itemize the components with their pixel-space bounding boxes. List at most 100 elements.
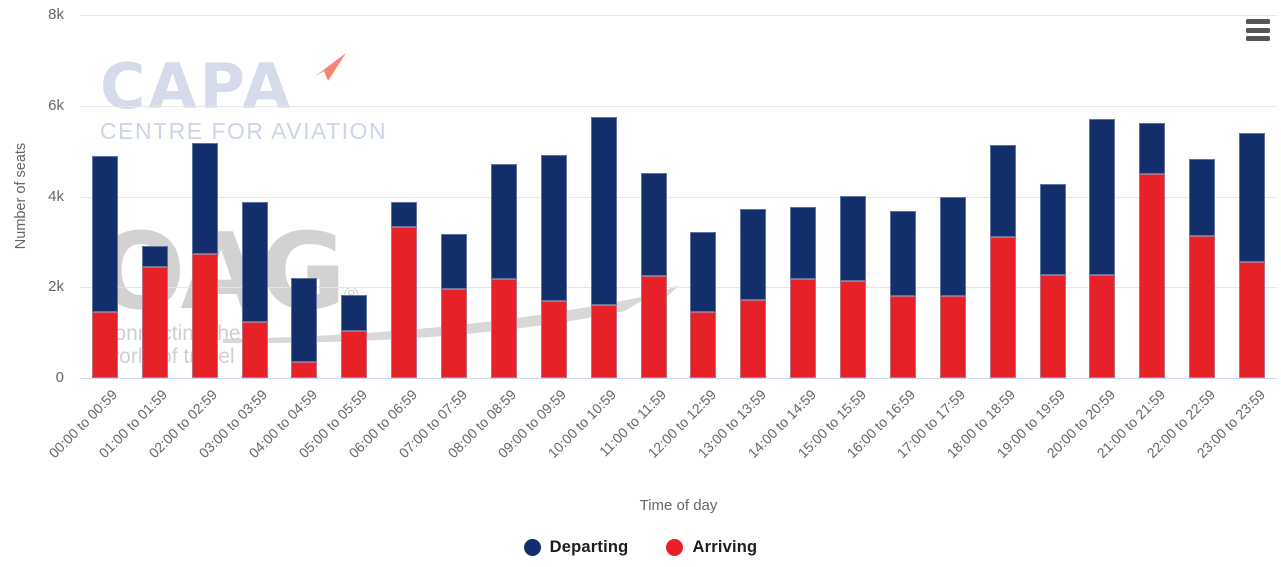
bar-00:00 to 00:59 [91,156,118,378]
bar-segment-departing[interactable] [1189,158,1216,236]
bar-segment-arriving[interactable] [1189,235,1216,378]
y-tick-label: 0 [55,369,64,386]
bar-19:00 to 19:59 [1039,184,1066,378]
y-tick-label: 2k [48,278,64,296]
bar-segment-arriving[interactable] [341,331,368,378]
bar-segment-departing[interactable] [1139,123,1166,174]
bar-segment-arriving[interactable] [441,288,468,378]
bar-segment-departing[interactable] [441,233,468,289]
y-gridline [80,15,1277,16]
bar-segment-departing[interactable] [989,145,1016,238]
hamburger-menu-icon[interactable] [1246,19,1272,41]
bar-15:00 to 15:59 [840,195,867,378]
bar-segment-departing[interactable] [1089,119,1116,275]
bar-14:00 to 14:59 [790,206,817,378]
bar-segment-departing[interactable] [490,163,517,280]
bar-segment-arriving[interactable] [690,312,717,378]
bar-segment-arriving[interactable] [1139,173,1166,378]
legend: Departing Arriving [0,538,1281,557]
legend-label-departing: Departing [549,538,629,556]
bar-segment-arriving[interactable] [1089,274,1116,378]
bar-segment-arriving[interactable] [540,301,567,378]
y-tick-label: 8k [48,6,64,23]
bar-04:00 to 04:59 [291,277,318,378]
bar-segment-arriving[interactable] [790,279,817,378]
bar-segment-arriving[interactable] [590,305,617,378]
bar-segment-arriving[interactable] [391,226,418,378]
bar-segment-arriving[interactable] [91,312,118,378]
bar-segment-arriving[interactable] [291,362,318,378]
bar-09:00 to 09:59 [540,154,567,378]
y-gridline [80,287,1277,289]
hamburger-bar [1246,19,1270,24]
bar-segment-departing[interactable] [640,172,667,277]
bar-segment-arriving[interactable] [740,299,767,378]
capa-arrow-icon [314,53,346,81]
bar-segment-arriving[interactable] [241,322,268,378]
bar-06:00 to 06:59 [391,201,418,378]
bar-16:00 to 16:59 [889,211,916,378]
bar-02:00 to 02:59 [191,143,218,378]
capa-watermark: CAPA CENTRE FOR AVIATION [100,50,388,145]
x-axis-line [80,378,1277,379]
bar-segment-departing[interactable] [939,196,966,297]
bar-05:00 to 05:59 [341,294,368,378]
plot-area [80,15,1277,379]
bar-23:00 to 23:59 [1239,132,1266,378]
bar-segment-arriving[interactable] [640,276,667,378]
bar-segment-arriving[interactable] [939,296,966,378]
bar-segment-departing[interactable] [391,201,418,227]
bar-segment-arriving[interactable] [989,237,1016,378]
bar-21:00 to 21:59 [1139,123,1166,378]
bar-segment-departing[interactable] [590,117,617,306]
y-gridline [80,105,1277,107]
legend-item-arriving[interactable]: Arriving [666,538,757,557]
arriving-legend-marker-icon [666,539,684,556]
bar-13:00 to 13:59 [740,208,767,378]
bar-01:00 to 01:59 [141,246,168,378]
hamburger-bar [1246,27,1270,33]
departing-legend-marker-icon [523,539,541,556]
hamburger-bar [1246,36,1270,41]
bar-segment-departing[interactable] [840,195,867,282]
legend-label-arriving: Arriving [692,538,758,556]
bar-segment-departing[interactable] [341,294,368,332]
bar-segment-departing[interactable] [540,154,567,302]
bar-18:00 to 18:59 [989,145,1016,378]
capa-logo-subtitle: CENTRE FOR AVIATION [100,118,388,144]
bar-segment-arriving[interactable] [191,254,218,378]
bar-10:00 to 10:59 [590,117,617,378]
bar-segment-arriving[interactable] [141,266,168,378]
bar-segment-arriving[interactable] [490,279,517,378]
bar-segment-arriving[interactable] [1039,275,1066,378]
bar-segment-departing[interactable] [291,277,318,363]
y-tick-label: 4k [48,187,64,205]
bar-segment-departing[interactable] [790,206,817,280]
bar-segment-departing[interactable] [141,246,168,267]
bar-20:00 to 20:59 [1089,119,1116,378]
bar-11:00 to 11:59 [640,172,667,378]
bar-segment-departing[interactable] [889,211,916,297]
x-axis-title: Time of day [639,497,718,514]
bar-segment-departing[interactable] [1039,184,1066,276]
bar-segment-arriving[interactable] [1239,261,1266,378]
y-gridline [80,196,1277,198]
bar-17:00 to 17:59 [939,196,966,378]
bar-12:00 to 12:59 [690,231,717,378]
bar-03:00 to 03:59 [241,201,268,378]
y-tick-label: 6k [48,96,64,114]
bar-22:00 to 22:59 [1189,158,1216,378]
bar-segment-departing[interactable] [1239,132,1266,262]
bar-segment-arriving[interactable] [889,296,916,378]
bar-07:00 to 07:59 [441,233,468,378]
bar-segment-departing[interactable] [191,143,218,255]
bar-segment-departing[interactable] [91,156,118,313]
bar-segment-departing[interactable] [241,201,268,323]
bar-08:00 to 08:59 [490,163,517,378]
bar-segment-arriving[interactable] [840,281,867,378]
bar-segment-departing[interactable] [740,208,767,300]
bar-segment-departing[interactable] [690,231,717,313]
capa-logo-text: CAPA [100,50,294,123]
legend-item-departing[interactable]: Departing [523,538,629,557]
